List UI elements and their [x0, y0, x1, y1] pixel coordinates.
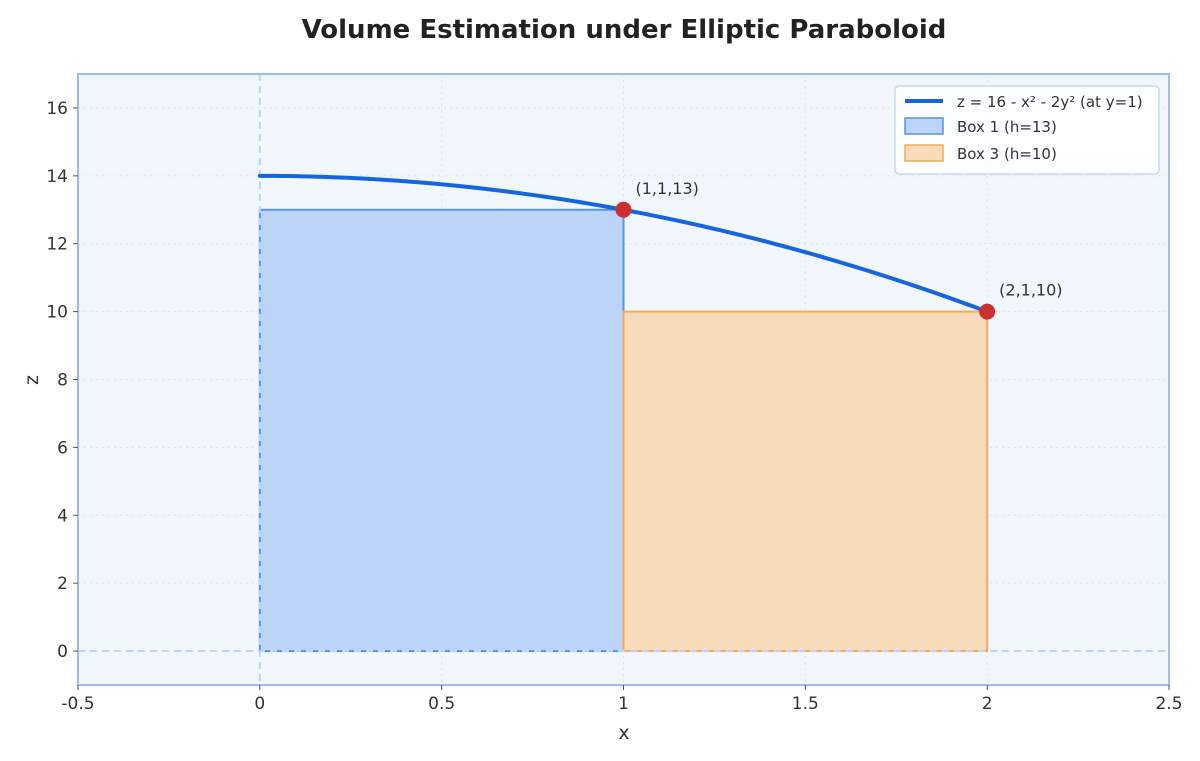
data-point: [979, 303, 996, 320]
legend-swatch-box: [904, 117, 944, 135]
x-tick-label: 0: [254, 694, 265, 714]
x-axis-label: x: [618, 722, 629, 744]
y-tick-label: 6: [57, 438, 68, 458]
y-tick-label: 0: [57, 642, 68, 662]
point-annotation: (1,1,13): [636, 179, 699, 198]
legend-box: [894, 85, 1160, 175]
box-bar: [258, 208, 625, 653]
x-tick-label: 0.5: [428, 694, 455, 714]
y-tick-label: 16: [46, 99, 68, 119]
y-tick-label: 14: [46, 167, 68, 187]
y-tick-label: 8: [57, 371, 68, 391]
chart-title: Volume Estimation under Elliptic Parabol…: [302, 15, 947, 45]
y-axis-label: z: [21, 375, 43, 385]
y-tick-label: 10: [46, 303, 68, 323]
y-axis-ticks: 0 2 4 6 8 10 12 14 16: [46, 99, 78, 662]
legend-swatch-box: [904, 144, 944, 162]
legend-label-curve: z = 16 - x² - 2y² (at y=1): [957, 93, 1143, 111]
box-bar: [622, 310, 989, 653]
x-tick-label: 2: [982, 694, 993, 714]
y-tick-label: 12: [46, 235, 68, 255]
points: (1,1,13) (2,1,10): [615, 179, 1063, 320]
x-tick-label: 1: [618, 694, 629, 714]
x-tick-label: -0.5: [61, 694, 94, 714]
legend-label-box: Box 3 (h=10): [957, 145, 1057, 163]
legend: z = 16 - x² - 2y² (at y=1) Box 1 (h=13) Bo…: [894, 85, 1160, 175]
x-axis-ticks: -0.5 0 0.5 1 1.5 2 2.5: [61, 685, 1183, 714]
y-tick-label: 4: [57, 506, 68, 526]
x-tick-label: 1.5: [792, 694, 819, 714]
boxes: [258, 208, 989, 653]
data-point: [615, 201, 632, 218]
point-annotation: (2,1,10): [999, 281, 1062, 300]
y-tick-label: 2: [57, 574, 68, 594]
legend-label-box: Box 1 (h=13): [957, 118, 1057, 136]
x-tick-label: 2.5: [1155, 694, 1182, 714]
